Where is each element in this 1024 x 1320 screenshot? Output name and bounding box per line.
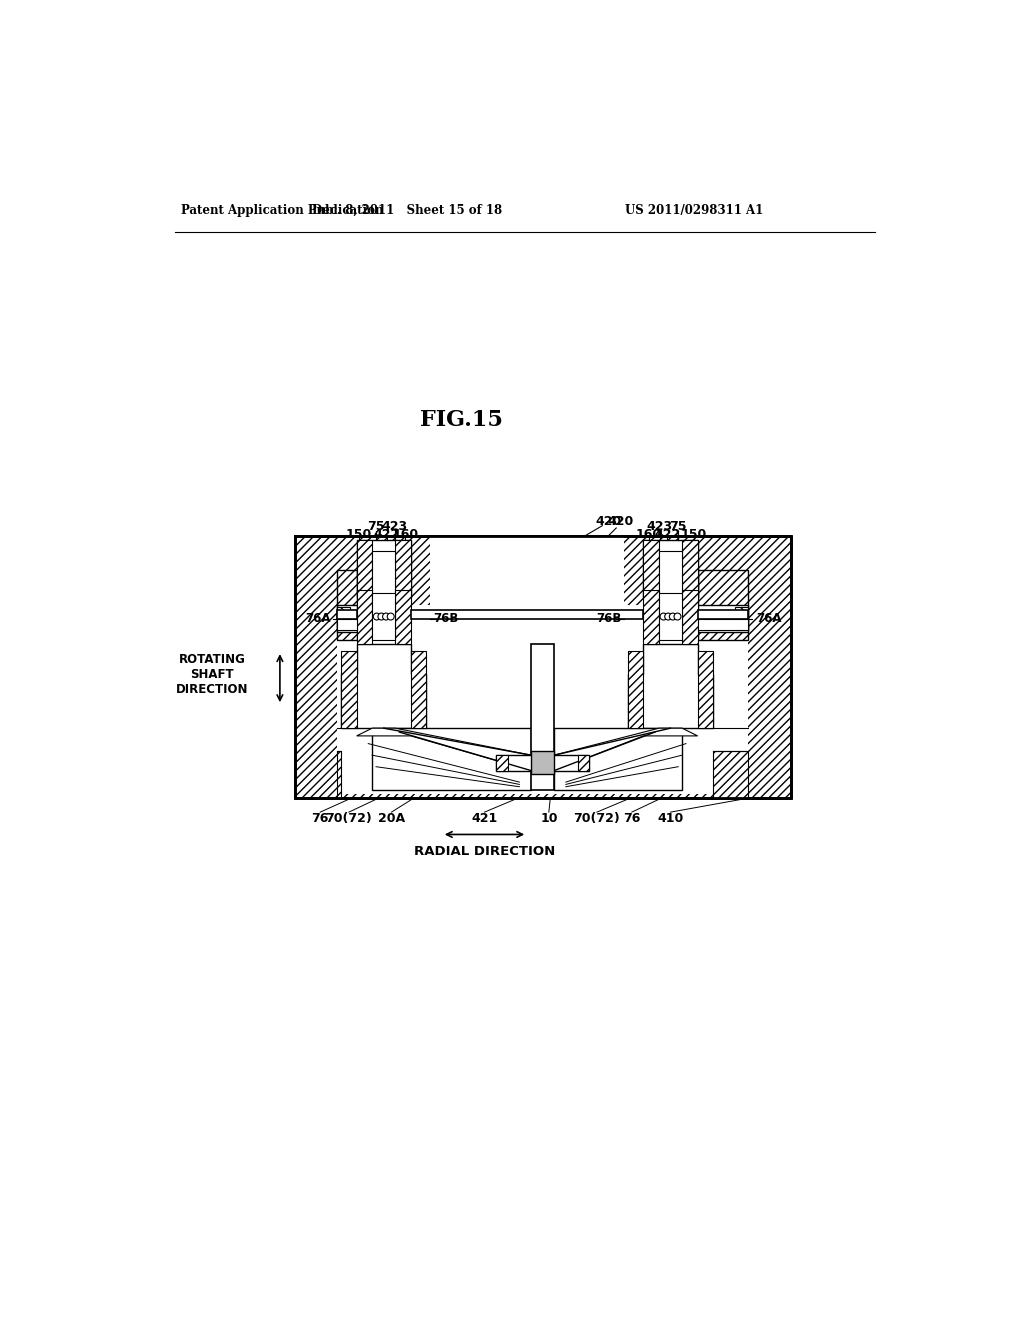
Text: RADIAL DIRECTION: RADIAL DIRECTION [414, 845, 555, 858]
Polygon shape [341, 644, 426, 729]
Polygon shape [531, 751, 554, 775]
Circle shape [374, 612, 380, 620]
Polygon shape [395, 590, 411, 644]
Polygon shape [356, 540, 372, 597]
Text: 422: 422 [374, 528, 400, 541]
Polygon shape [411, 651, 426, 729]
Polygon shape [430, 536, 624, 605]
Polygon shape [628, 651, 643, 729]
Polygon shape [337, 751, 341, 797]
Polygon shape [578, 755, 589, 771]
Polygon shape [697, 610, 748, 619]
Polygon shape [372, 552, 395, 597]
Polygon shape [697, 651, 713, 729]
Text: 150: 150 [346, 528, 372, 541]
Text: 420: 420 [595, 515, 622, 528]
Polygon shape [643, 590, 658, 644]
Polygon shape [411, 610, 643, 619]
Text: 75: 75 [368, 520, 385, 533]
Polygon shape [337, 619, 356, 630]
Text: 421: 421 [471, 812, 498, 825]
Polygon shape [713, 751, 748, 797]
Polygon shape [337, 605, 748, 793]
Polygon shape [554, 729, 682, 789]
Polygon shape [682, 540, 697, 597]
Polygon shape [337, 605, 356, 632]
Text: 76B: 76B [596, 612, 622, 626]
Text: 423: 423 [382, 520, 408, 533]
Circle shape [674, 612, 681, 620]
Polygon shape [554, 729, 697, 771]
Polygon shape [628, 644, 713, 729]
Polygon shape [496, 755, 589, 771]
Polygon shape [337, 610, 356, 619]
Polygon shape [356, 729, 531, 771]
Polygon shape [697, 605, 748, 632]
Text: 76: 76 [311, 812, 329, 825]
Polygon shape [356, 558, 372, 597]
Polygon shape [372, 729, 531, 789]
Text: ROTATING
SHAFT
DIRECTION: ROTATING SHAFT DIRECTION [176, 653, 248, 696]
Text: 160: 160 [392, 528, 419, 541]
Text: US 2011/0298311 A1: US 2011/0298311 A1 [625, 205, 763, 218]
Circle shape [387, 612, 394, 620]
Text: 420: 420 [607, 515, 633, 528]
Polygon shape [735, 607, 748, 630]
Polygon shape [658, 594, 682, 640]
Text: 70(72): 70(72) [326, 812, 373, 825]
Polygon shape [356, 590, 372, 644]
Polygon shape [356, 540, 411, 558]
Text: 20A: 20A [378, 812, 406, 825]
Text: 76A: 76A [756, 612, 781, 626]
Polygon shape [643, 540, 697, 558]
Text: Patent Application Publication: Patent Application Publication [180, 205, 383, 218]
Polygon shape [682, 558, 697, 597]
Text: 76: 76 [623, 812, 640, 825]
Polygon shape [682, 590, 697, 644]
Polygon shape [337, 607, 350, 630]
Polygon shape [697, 570, 748, 640]
Polygon shape [658, 552, 682, 597]
Text: 422: 422 [654, 528, 681, 541]
Circle shape [665, 612, 672, 620]
Polygon shape [643, 540, 658, 597]
Text: 70(72): 70(72) [573, 812, 621, 825]
Text: 150: 150 [681, 528, 707, 541]
Polygon shape [295, 536, 791, 797]
Polygon shape [337, 570, 356, 640]
Circle shape [660, 612, 667, 620]
Circle shape [378, 612, 385, 620]
Polygon shape [697, 619, 748, 630]
Text: 160: 160 [636, 528, 662, 541]
Text: 10: 10 [540, 812, 558, 825]
Polygon shape [372, 594, 395, 640]
Text: 76A: 76A [305, 612, 331, 626]
Text: 410: 410 [657, 812, 684, 825]
Circle shape [383, 612, 389, 620]
Text: 75: 75 [670, 520, 687, 533]
Polygon shape [395, 540, 411, 597]
Text: FIG.15: FIG.15 [420, 409, 503, 432]
Polygon shape [643, 558, 658, 597]
Text: 423: 423 [646, 520, 673, 533]
Polygon shape [496, 755, 508, 771]
Polygon shape [395, 558, 411, 597]
Text: Dec. 8, 2011   Sheet 15 of 18: Dec. 8, 2011 Sheet 15 of 18 [312, 205, 502, 218]
Circle shape [670, 612, 676, 620]
Text: 76B: 76B [433, 612, 459, 626]
Polygon shape [531, 644, 554, 789]
Polygon shape [341, 651, 356, 729]
